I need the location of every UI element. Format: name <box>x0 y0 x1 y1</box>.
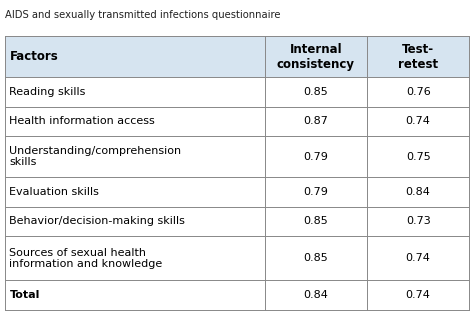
Text: 0.85: 0.85 <box>303 253 328 263</box>
Bar <box>5 77 469 107</box>
Text: Health information access: Health information access <box>9 116 155 126</box>
Text: Understanding/comprehension
skills: Understanding/comprehension skills <box>9 146 182 167</box>
Text: Evaluation skills: Evaluation skills <box>9 187 99 197</box>
Text: Internal
consistency: Internal consistency <box>277 43 355 71</box>
Text: 0.74: 0.74 <box>406 290 430 300</box>
Text: 0.76: 0.76 <box>406 87 430 97</box>
Text: 0.75: 0.75 <box>406 152 430 162</box>
Bar <box>5 207 469 236</box>
Text: 0.87: 0.87 <box>303 116 328 126</box>
Text: 0.73: 0.73 <box>406 216 430 226</box>
Text: 0.84: 0.84 <box>303 290 328 300</box>
Text: 0.79: 0.79 <box>303 187 328 197</box>
Bar <box>5 280 469 310</box>
Text: Behavior/decision-making skills: Behavior/decision-making skills <box>9 216 185 226</box>
Bar <box>5 107 469 136</box>
Text: Factors: Factors <box>9 50 58 63</box>
Bar <box>5 177 469 207</box>
Text: Reading skills: Reading skills <box>9 87 86 97</box>
Text: 0.74: 0.74 <box>406 253 430 263</box>
Text: Total: Total <box>9 290 40 300</box>
Text: 0.74: 0.74 <box>406 116 430 126</box>
Text: 0.85: 0.85 <box>303 87 328 97</box>
Text: 0.85: 0.85 <box>303 216 328 226</box>
Text: 0.84: 0.84 <box>406 187 430 197</box>
Text: 0.79: 0.79 <box>303 152 328 162</box>
Text: AIDS and sexually transmitted infections questionnaire: AIDS and sexually transmitted infections… <box>5 10 280 20</box>
Text: Test-
retest: Test- retest <box>398 43 438 71</box>
Text: Sources of sexual health
information and knowledge: Sources of sexual health information and… <box>9 248 163 269</box>
